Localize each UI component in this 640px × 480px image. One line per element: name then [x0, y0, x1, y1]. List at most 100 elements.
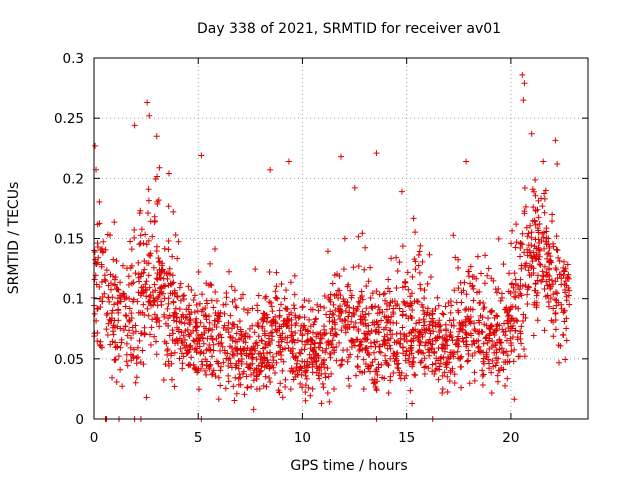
- data-point: [471, 377, 478, 384]
- data-point: [432, 319, 439, 326]
- data-point: [550, 305, 557, 312]
- data-point: [365, 310, 372, 317]
- data-point: [369, 303, 376, 310]
- data-point: [394, 364, 401, 371]
- data-point: [249, 305, 256, 312]
- data-point: [549, 211, 556, 218]
- data-point: [373, 150, 380, 157]
- data-point: [263, 363, 270, 370]
- data-point: [460, 287, 467, 294]
- data-point: [245, 307, 252, 314]
- data-point: [346, 309, 353, 316]
- data-point: [267, 166, 274, 173]
- data-point: [450, 322, 457, 329]
- data-point: [500, 261, 507, 268]
- data-point: [480, 340, 487, 347]
- data-point: [518, 240, 525, 247]
- data-point: [297, 350, 304, 357]
- data-point: [231, 321, 238, 328]
- data-point: [543, 241, 550, 248]
- data-point: [446, 378, 453, 385]
- data-point: [404, 338, 411, 345]
- data-point: [267, 379, 274, 386]
- data-point: [386, 342, 393, 349]
- data-point: [429, 341, 436, 348]
- data-point: [170, 298, 177, 305]
- data-point: [396, 305, 403, 312]
- data-point: [361, 368, 368, 375]
- data-point: [442, 361, 449, 368]
- data-point: [561, 318, 568, 325]
- data-point: [555, 254, 562, 261]
- data-point: [554, 290, 561, 297]
- data-point: [552, 296, 559, 303]
- data-point: [422, 327, 429, 334]
- data-point: [142, 281, 149, 288]
- data-point: [226, 355, 233, 362]
- data-point: [553, 233, 560, 240]
- data-point: [318, 400, 325, 407]
- data-point: [138, 270, 145, 277]
- data-point: [115, 353, 122, 360]
- data-point: [387, 335, 394, 342]
- data-point: [114, 300, 121, 307]
- data-point: [541, 190, 548, 197]
- data-point: [220, 301, 227, 308]
- data-point: [358, 339, 365, 346]
- data-point: [161, 245, 168, 252]
- data-point: [515, 353, 522, 360]
- data-point: [255, 333, 262, 340]
- data-point: [287, 279, 294, 286]
- data-point: [233, 330, 240, 337]
- data-point: [237, 328, 244, 335]
- data-point: [560, 272, 567, 279]
- data-point: [112, 356, 119, 363]
- data-point: [260, 349, 267, 356]
- data-point: [117, 325, 124, 332]
- data-point: [254, 302, 261, 309]
- data-point: [230, 352, 237, 359]
- data-point: [496, 322, 503, 329]
- data-point: [390, 305, 397, 312]
- data-point: [145, 210, 152, 217]
- data-point: [327, 354, 334, 361]
- data-point: [151, 311, 158, 318]
- data-point: [308, 337, 315, 344]
- data-point: [455, 333, 462, 340]
- data-point: [168, 281, 175, 288]
- data-point: [99, 245, 106, 252]
- data-point: [166, 332, 173, 339]
- data-point: [369, 290, 376, 297]
- data-point: [200, 350, 207, 357]
- data-point: [426, 251, 433, 258]
- data-point: [133, 374, 140, 381]
- data-point: [538, 278, 545, 285]
- data-point: [467, 314, 474, 321]
- data-point: [499, 326, 506, 333]
- data-point: [552, 326, 559, 333]
- data-point: [156, 258, 163, 265]
- data-point: [137, 240, 144, 247]
- data-point: [111, 219, 118, 226]
- data-point: [311, 355, 318, 362]
- data-point: [213, 335, 220, 342]
- data-point: [162, 361, 169, 368]
- data-point: [348, 294, 355, 301]
- data-point: [512, 244, 519, 251]
- data-point: [533, 255, 540, 262]
- data-point: [541, 286, 548, 293]
- data-point: [480, 371, 487, 378]
- axis-ticks: [93, 57, 588, 420]
- data-point: [549, 218, 556, 225]
- data-point: [312, 315, 319, 322]
- data-point: [522, 282, 529, 289]
- data-point: [418, 301, 425, 308]
- data-point: [284, 315, 291, 322]
- data-point: [556, 359, 563, 366]
- data-point: [409, 358, 416, 365]
- data-point: [415, 348, 422, 355]
- data-point: [235, 357, 242, 364]
- data-point: [233, 346, 240, 353]
- data-point: [536, 253, 543, 260]
